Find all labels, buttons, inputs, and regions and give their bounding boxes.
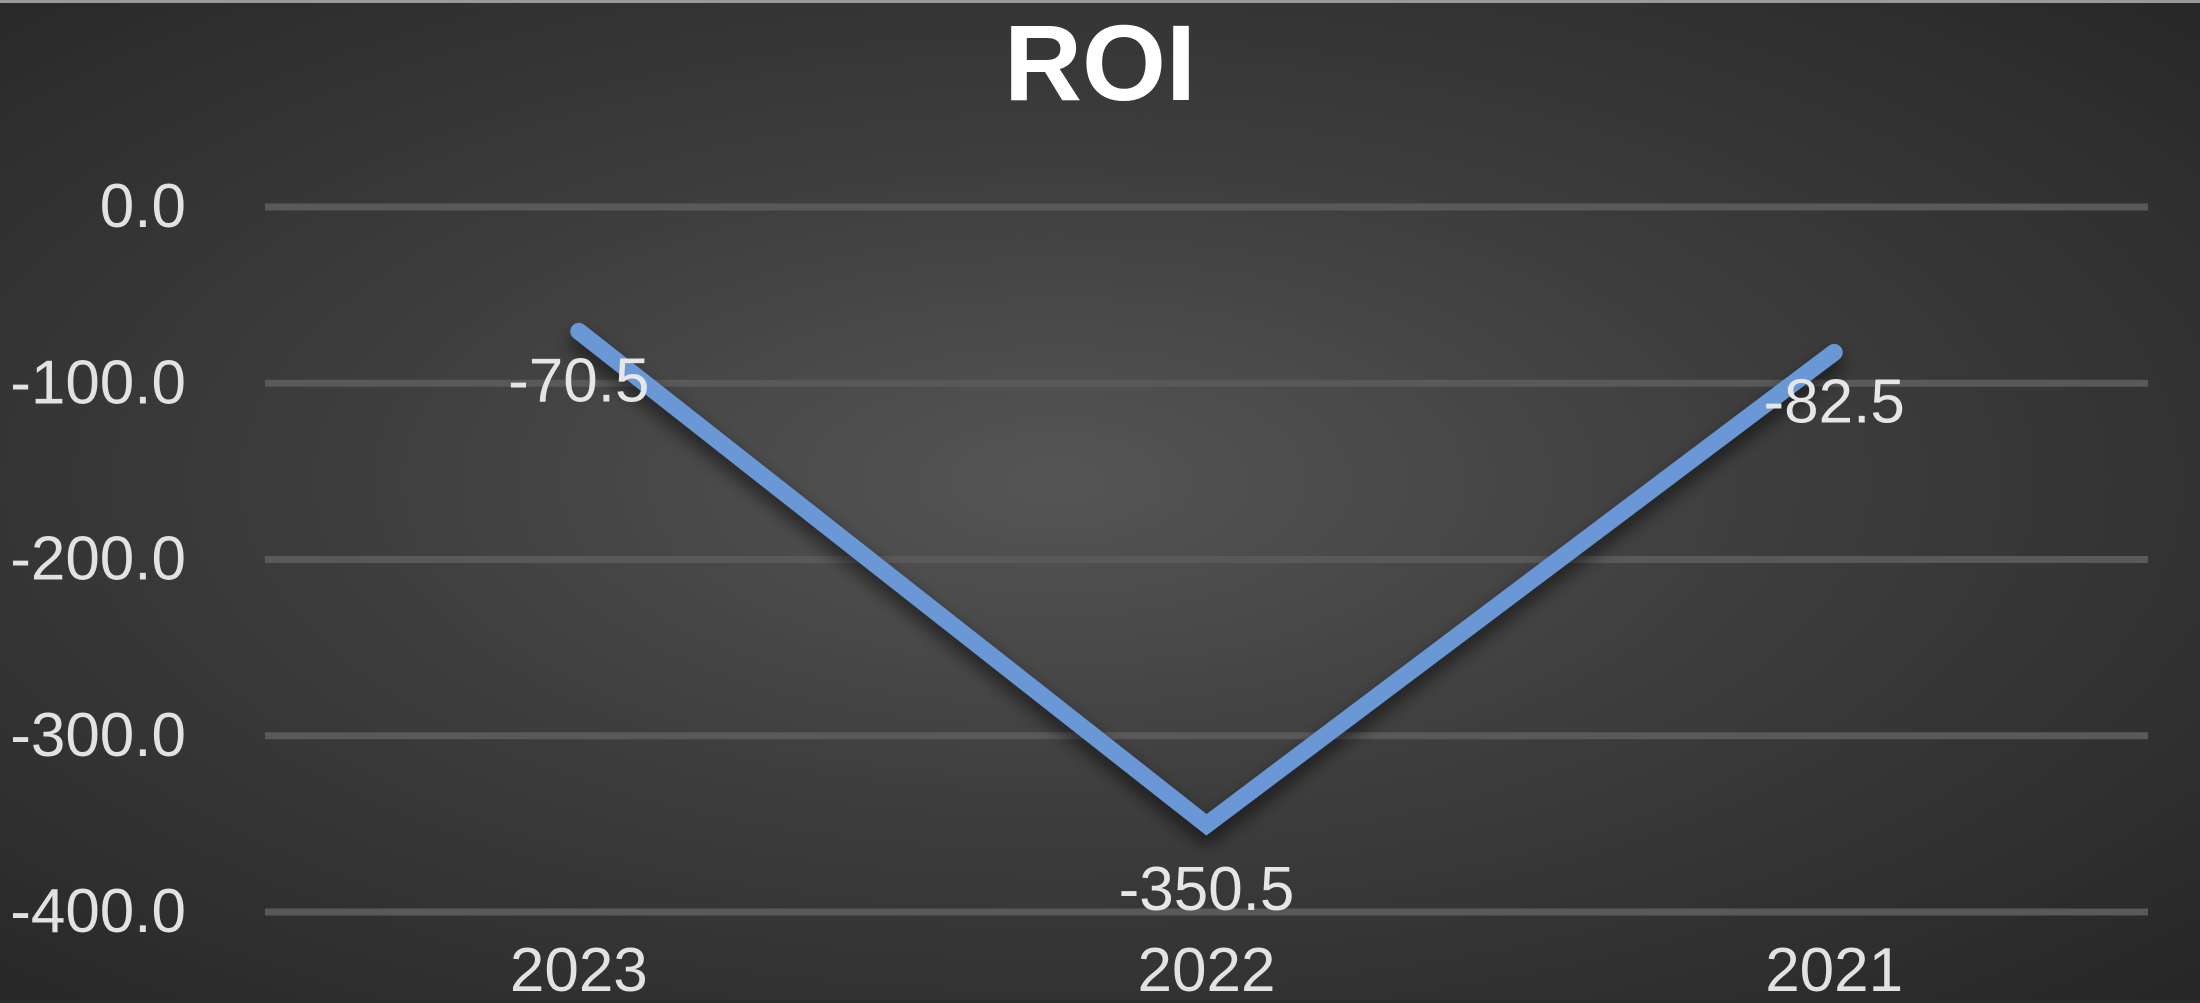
series-line	[570, 322, 1843, 836]
data-point	[1205, 823, 1208, 826]
y-tick-label: -300.0	[10, 701, 186, 770]
data-point	[577, 330, 580, 333]
y-tick-label: 0.0	[100, 172, 186, 241]
y-tick-label: -400.0	[10, 877, 186, 946]
x-tick-label: 2022	[1138, 936, 1276, 1003]
y-tick-label: -100.0	[10, 348, 186, 417]
chart-title: ROI	[1003, 2, 1196, 123]
x-tick-label: 2023	[510, 936, 648, 1003]
data-label: -82.5	[1764, 367, 1905, 436]
data-point	[1833, 351, 1836, 354]
y-tick-label: -200.0	[10, 525, 186, 594]
data-label: -350.5	[1119, 855, 1295, 924]
x-tick-label: 2021	[1765, 936, 1903, 1003]
plot-area: 0.0 -100.0 -200.0 -300.0 -400.0 2023 2022 2021…	[10, 172, 2148, 1003]
data-label: -70.5	[508, 346, 649, 415]
